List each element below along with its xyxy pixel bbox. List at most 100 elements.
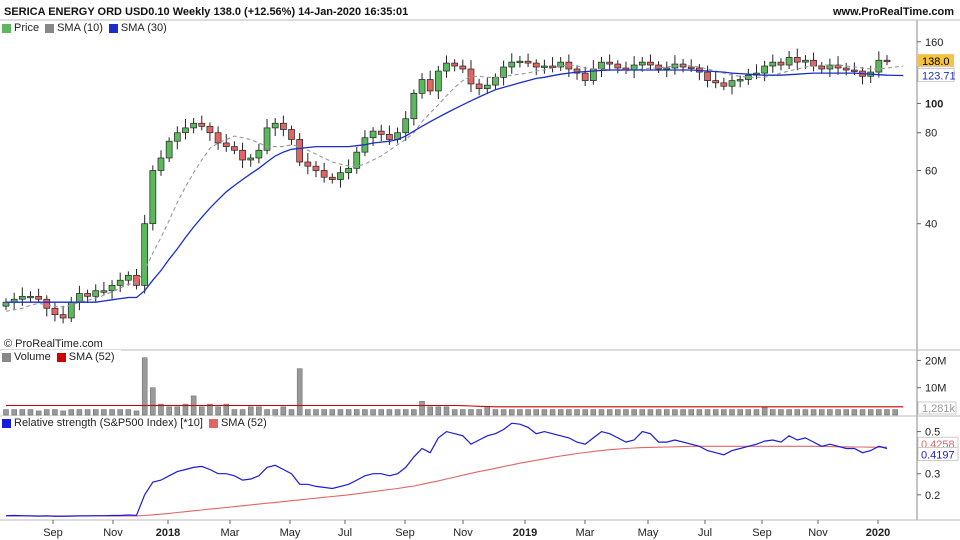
volume-bar <box>770 409 776 416</box>
copyright-label: © ProRealTime.com <box>4 338 103 350</box>
y-tick-label: 160 <box>925 37 943 49</box>
candle <box>573 68 581 74</box>
volume-bar <box>492 409 499 416</box>
volume-bar <box>818 409 825 416</box>
volume-bar <box>207 403 213 416</box>
volume-bar <box>419 401 425 416</box>
volume-bar <box>884 409 890 416</box>
volume-bar <box>166 406 172 416</box>
candle <box>483 84 491 89</box>
volume-bar <box>574 409 580 416</box>
volume-bar <box>109 409 115 416</box>
x-tick-label: Nov <box>103 527 123 539</box>
candle <box>802 59 809 63</box>
sma30-line <box>6 69 904 303</box>
sma10-line <box>5 64 904 312</box>
volume-bar <box>664 409 670 416</box>
value-label-bg <box>917 401 957 415</box>
candle <box>92 290 100 297</box>
value-label-text: 123.71 <box>922 71 956 83</box>
volume-bar <box>451 409 458 416</box>
volume-bar <box>182 403 189 416</box>
x-tick-label: Mar <box>576 527 595 539</box>
y-tick-label: 10M <box>925 383 946 395</box>
candle <box>263 127 271 151</box>
candle <box>206 125 214 134</box>
value-label-text: 1,281k <box>922 403 956 415</box>
candle <box>43 298 51 309</box>
volume-bar <box>484 406 491 416</box>
candle <box>67 301 75 319</box>
legend-label: Relative strength (S&P500 Index) [*10] <box>14 417 203 429</box>
volume-bar <box>566 409 572 416</box>
candle <box>581 72 589 81</box>
volume-bar <box>712 409 719 416</box>
volume-bar <box>354 409 360 416</box>
volume-bar <box>239 409 246 416</box>
volume-bar <box>533 409 539 416</box>
volume-bar <box>892 409 898 416</box>
volume-bar <box>517 409 523 416</box>
chart-title: SERICA ENERGY ORD USD0.10 Weekly 138.0 (… <box>4 6 409 18</box>
volume-bar <box>133 410 140 416</box>
candle <box>141 223 149 286</box>
site-label[interactable]: www.ProRealTime.com <box>832 6 954 18</box>
candle <box>598 61 605 70</box>
volume-bar <box>231 409 238 416</box>
volume-bar <box>639 409 646 416</box>
candle <box>524 60 532 64</box>
candle <box>59 314 67 319</box>
candle <box>369 130 377 139</box>
candle <box>214 132 222 144</box>
volume-bar <box>280 406 287 416</box>
volume-bar <box>394 409 401 416</box>
volume-legend: Volume SMA (52) <box>2 350 121 364</box>
y-tick-label: 0.2 <box>925 490 940 502</box>
volume-bar <box>427 406 433 416</box>
candle <box>712 80 720 84</box>
rs-value-label: 0.4197 <box>917 447 959 462</box>
candle <box>255 149 263 159</box>
candle <box>222 142 230 147</box>
volume-bar <box>337 409 344 416</box>
candle <box>557 61 565 68</box>
volume-bar <box>378 409 384 416</box>
candle <box>785 57 793 66</box>
volume-bar <box>27 409 34 416</box>
volume-bar <box>84 409 91 416</box>
candle <box>549 65 556 68</box>
volume-bar <box>615 409 621 416</box>
x-tick-label: Mar <box>221 527 240 539</box>
volume-bar <box>761 406 768 416</box>
price-panel <box>2 48 904 324</box>
rs-legend: Relative strength (S&P500 Index) [*10] SM… <box>2 416 273 430</box>
volume-bar <box>704 409 711 416</box>
candle <box>239 149 246 161</box>
value-label-bg <box>917 447 959 462</box>
volume-bar <box>876 409 882 416</box>
price-value-label: 138.0 <box>918 54 954 68</box>
candle <box>638 61 646 66</box>
legend-swatch <box>2 418 11 428</box>
x-tick-label: Sep <box>752 527 772 539</box>
candle <box>606 61 613 65</box>
candle <box>647 61 654 66</box>
volume-bar <box>549 409 556 416</box>
volume-bar <box>827 409 833 416</box>
volume-bar <box>810 409 817 416</box>
candle <box>125 274 132 281</box>
candle <box>500 66 507 78</box>
volume-bar <box>256 406 262 416</box>
candle <box>247 157 255 161</box>
volume-bar <box>215 406 221 416</box>
volume-bar <box>329 409 336 416</box>
candle <box>704 71 711 81</box>
y-tick-label: 100 <box>925 98 943 110</box>
candle <box>108 285 116 292</box>
candle <box>84 293 91 297</box>
x-tick-label: 2020 <box>866 527 890 539</box>
candle <box>851 69 858 72</box>
legend-item: SMA (52) <box>56 351 115 363</box>
legend-swatch <box>208 418 218 428</box>
candle <box>386 134 393 140</box>
